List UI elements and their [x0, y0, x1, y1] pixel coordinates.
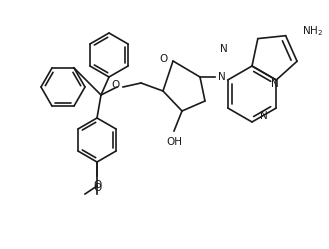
Text: N: N — [218, 72, 226, 82]
Text: O: O — [93, 183, 101, 193]
Text: O: O — [160, 54, 168, 64]
Text: O: O — [93, 180, 101, 190]
Text: OH: OH — [166, 137, 182, 147]
Text: NH$_2$: NH$_2$ — [302, 24, 323, 38]
Text: N: N — [271, 79, 279, 89]
Text: O: O — [112, 80, 120, 90]
Text: N: N — [260, 111, 268, 121]
Text: N: N — [220, 44, 228, 54]
